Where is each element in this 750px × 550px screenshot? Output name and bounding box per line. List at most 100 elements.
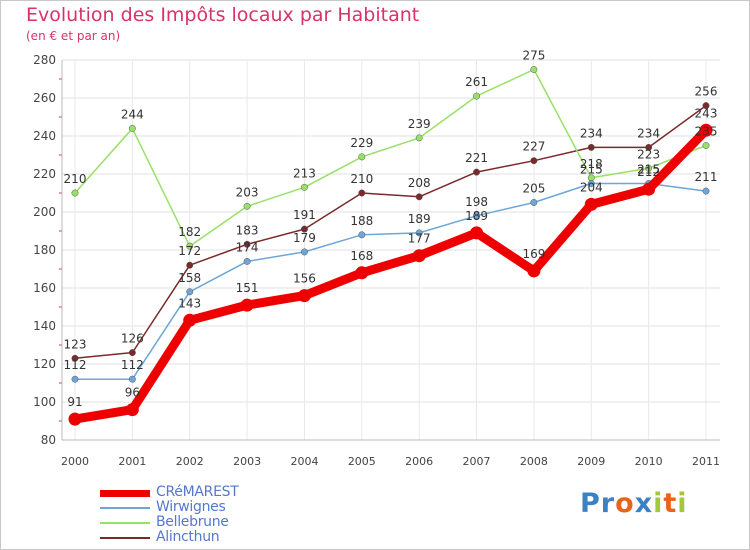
series-line-alincthun bbox=[74, 104, 707, 360]
legend-label-cremarest: CRéMAREST bbox=[156, 484, 239, 500]
x-tick-label: 2005 bbox=[348, 455, 376, 468]
data-point-bellebrune bbox=[128, 124, 136, 132]
series-line-bellebrune bbox=[74, 68, 707, 247]
logo-letter: P bbox=[580, 488, 601, 519]
data-label-wirwignes: 215 bbox=[637, 163, 660, 177]
data-point-bellebrune bbox=[186, 242, 194, 250]
proxiti-logo: Proxiti bbox=[580, 488, 688, 519]
logo-letter: o bbox=[615, 488, 635, 519]
data-label-alincthun: 172 bbox=[178, 244, 201, 258]
data-label-cremarest: 212 bbox=[637, 165, 660, 179]
data-label-cremarest: 91 bbox=[67, 395, 82, 409]
data-point-alincthun bbox=[358, 189, 366, 197]
data-point-cremarest bbox=[68, 412, 82, 426]
data-point-wirwignes bbox=[415, 229, 423, 237]
data-label-wirwignes: 158 bbox=[178, 271, 201, 285]
data-point-wirwignes bbox=[358, 231, 366, 239]
data-point-alincthun bbox=[473, 168, 480, 176]
data-label-wirwignes: 112 bbox=[64, 358, 87, 372]
y-tick-label: 280 bbox=[33, 53, 56, 67]
x-tick-label: 2006 bbox=[405, 455, 433, 468]
data-point-alincthun bbox=[645, 143, 653, 151]
data-label-alincthun: 234 bbox=[580, 126, 603, 140]
data-point-alincthun bbox=[301, 225, 308, 233]
data-point-cremarest bbox=[125, 403, 139, 417]
data-point-wirwignes bbox=[128, 375, 136, 383]
data-point-alincthun bbox=[186, 261, 194, 269]
data-point-alincthun bbox=[128, 349, 136, 357]
data-point-bellebrune bbox=[71, 189, 79, 197]
chart-title: Evolution des Impôts locaux par Habitant bbox=[26, 4, 420, 26]
data-label-wirwignes: 198 bbox=[465, 195, 488, 209]
data-point-cremarest bbox=[584, 197, 598, 211]
data-label-alincthun: 221 bbox=[465, 151, 488, 165]
data-label-wirwignes: 174 bbox=[236, 240, 259, 254]
y-tick-label: 180 bbox=[33, 243, 56, 257]
y-tick-label: 160 bbox=[33, 281, 56, 295]
data-point-wirwignes bbox=[587, 180, 595, 187]
data-point-alincthun bbox=[530, 157, 538, 165]
y-tick-label: 120 bbox=[33, 357, 56, 371]
data-point-wirwignes bbox=[530, 199, 538, 206]
data-point-wirwignes bbox=[243, 257, 251, 265]
data-label-cremarest: 143 bbox=[178, 296, 201, 310]
legend-swatch-alincthun bbox=[100, 537, 150, 539]
data-point-bellebrune bbox=[530, 66, 538, 73]
data-point-bellebrune bbox=[473, 92, 480, 100]
y-tick-label: 220 bbox=[33, 167, 56, 181]
logo-letter: r bbox=[600, 488, 616, 519]
data-point-bellebrune bbox=[243, 202, 251, 210]
data-label-wirwignes: 189 bbox=[408, 212, 431, 226]
data-point-cremarest bbox=[240, 298, 254, 312]
data-point-bellebrune bbox=[702, 142, 710, 149]
logo-letter: x bbox=[634, 488, 654, 519]
legend-swatch-bellebrune bbox=[100, 522, 150, 524]
x-tick-label: 2001 bbox=[118, 455, 146, 468]
x-tick-label: 2003 bbox=[233, 455, 261, 468]
data-point-alincthun bbox=[415, 193, 423, 201]
data-label-alincthun: 123 bbox=[64, 337, 87, 351]
data-label-cremarest: 96 bbox=[125, 386, 140, 400]
legend-swatch-wirwignes bbox=[100, 507, 150, 509]
data-label-alincthun: 183 bbox=[236, 223, 259, 237]
x-tick-label: 2009 bbox=[577, 455, 605, 468]
data-point-alincthun bbox=[587, 143, 595, 151]
series-line-wirwignes bbox=[74, 182, 707, 380]
data-label-bellebrune: 182 bbox=[178, 225, 201, 239]
y-tick-label: 140 bbox=[33, 319, 56, 333]
data-point-cremarest bbox=[527, 264, 541, 278]
y-tick-label: 260 bbox=[33, 91, 56, 105]
legend-label-wirwignes: Wirwignes bbox=[156, 499, 226, 515]
logo-letter: i bbox=[677, 488, 688, 519]
data-label-cremarest: 189 bbox=[465, 209, 488, 223]
data-point-cremarest bbox=[412, 249, 426, 263]
data-point-wirwignes bbox=[301, 248, 308, 256]
data-label-bellebrune: 244 bbox=[121, 107, 144, 121]
data-point-bellebrune bbox=[301, 183, 308, 191]
data-point-cremarest bbox=[297, 289, 311, 303]
data-label-cremarest: 156 bbox=[293, 272, 316, 286]
data-label-bellebrune: 239 bbox=[408, 117, 431, 131]
data-label-alincthun: 210 bbox=[350, 172, 373, 186]
y-tick-label: 240 bbox=[33, 129, 56, 143]
y-tick-label: 80 bbox=[41, 433, 56, 447]
series-line-cremarest bbox=[70, 125, 711, 424]
data-point-cremarest bbox=[183, 313, 197, 327]
data-label-bellebrune: 213 bbox=[293, 166, 316, 180]
data-point-wirwignes bbox=[473, 212, 480, 220]
x-tick-label: 2010 bbox=[635, 455, 663, 468]
data-label-bellebrune: 229 bbox=[350, 136, 373, 150]
data-point-wirwignes bbox=[702, 187, 710, 195]
data-label-wirwignes: 211 bbox=[695, 170, 718, 184]
data-point-cremarest bbox=[470, 226, 484, 240]
data-point-cremarest bbox=[699, 123, 713, 137]
x-tick-label: 2004 bbox=[290, 455, 318, 468]
data-label-cremarest: 177 bbox=[408, 232, 431, 246]
data-label-alincthun: 227 bbox=[522, 140, 545, 154]
x-tick-label: 2007 bbox=[463, 455, 491, 468]
data-label-wirwignes: 205 bbox=[522, 182, 545, 196]
data-label-alincthun: 256 bbox=[695, 85, 718, 99]
data-label-bellebrune: 203 bbox=[236, 185, 259, 199]
data-label-bellebrune: 261 bbox=[465, 75, 488, 89]
